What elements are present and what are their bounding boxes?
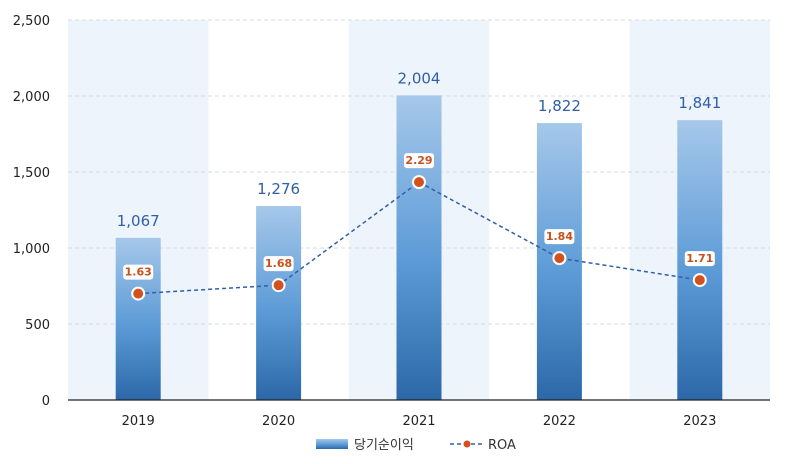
roa-label-box (684, 251, 715, 267)
roa-value-label: 1.71 (686, 252, 713, 265)
roa-point (271, 278, 286, 293)
y-tick-label: 2,000 (13, 90, 50, 105)
legend-swatch-net-income (316, 439, 348, 449)
bar-2020 (256, 206, 302, 400)
roa-value-label: 1.84 (546, 230, 573, 243)
roa-value-label: 1.68 (265, 257, 292, 270)
legend-swatch-roa-marker (463, 440, 471, 448)
roa-line: 1.63 1.68 2.29 1.84 1.71 (123, 153, 715, 301)
roa-point (131, 286, 146, 301)
x-axis: 2019 2020 2021 2022 2023 (122, 414, 717, 429)
bar-2019 (115, 237, 161, 400)
legend-label-roa: ROA (488, 438, 516, 453)
y-tick-label: 1,500 (13, 166, 50, 181)
x-tick-label: 2022 (543, 414, 576, 429)
y-axis: 0 500 1,000 1,500 2,000 2,500 (13, 14, 50, 409)
y-tick-label: 2,500 (13, 14, 50, 29)
bar-value-label: 1,822 (538, 97, 581, 115)
roa-series-line (138, 181, 700, 295)
roa-label-box (544, 229, 575, 245)
roa-value-label: 1.63 (125, 266, 152, 279)
roa-label-box (404, 153, 434, 169)
roa-point (692, 273, 707, 288)
roa-value-label: 2.29 (405, 154, 432, 167)
y-tick-label: 0 (42, 394, 50, 409)
bar-value-label: 2,004 (398, 69, 441, 87)
x-tick-label: 2021 (402, 414, 435, 429)
bar-value-label: 1,841 (678, 94, 721, 112)
legend-label-net-income: 당기순이익 (354, 438, 414, 453)
y-tick-label: 500 (25, 318, 50, 333)
bar-value-label: 1,067 (117, 212, 160, 230)
y-tick-label: 1,000 (13, 242, 50, 257)
bar-value-label: 1,276 (257, 180, 300, 198)
x-tick-label: 2023 (683, 414, 716, 429)
roa-label-box (263, 256, 294, 272)
roa-point (552, 251, 567, 266)
legend: 당기순이익 ROA (316, 438, 516, 453)
bar-2021 (396, 95, 442, 400)
x-tick-label: 2019 (122, 414, 155, 429)
x-tick-label: 2020 (262, 414, 295, 429)
roa-label-box (123, 264, 154, 280)
roa-point (412, 175, 426, 190)
